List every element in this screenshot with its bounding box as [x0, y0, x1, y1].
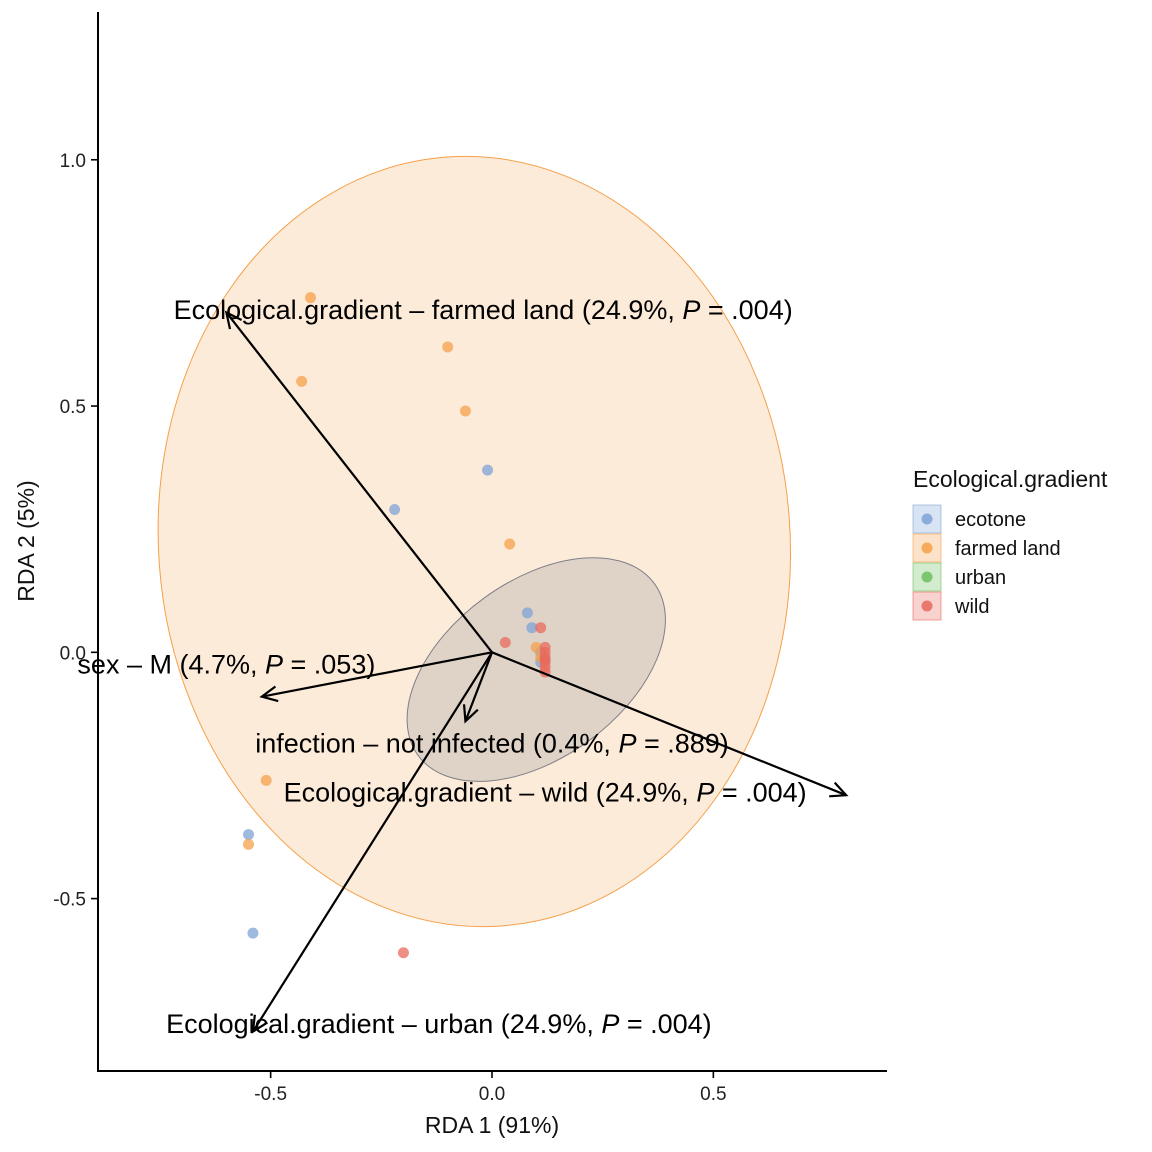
arrow-label: infection – not infected (0.4%, P = .889…: [255, 728, 729, 758]
point-farmed-land: [459, 405, 471, 417]
legend-swatch-point: [921, 571, 933, 583]
point-farmed-land: [243, 838, 255, 850]
arrow-line: [225, 311, 493, 654]
point-farmed-land: [530, 641, 542, 653]
arrow-line: [252, 651, 493, 1033]
y-axis-title: RDA 2 (5%): [13, 480, 39, 601]
ellipse-farmed-land: [157, 155, 791, 928]
y-tick-label: 1.0: [60, 151, 86, 172]
x-tick-label: 0.0: [479, 1084, 505, 1105]
point-wild: [535, 622, 547, 634]
sample-points: [243, 292, 551, 959]
legend-title: Ecological.gradient: [913, 466, 1108, 492]
arrow-label: Ecological.gradient – urban (24.9%, P = …: [166, 1009, 712, 1039]
legend-swatch-point: [921, 600, 933, 612]
y-tick-label: 0.0: [60, 643, 86, 664]
point-wild: [397, 947, 409, 959]
legend-label: urban: [955, 567, 1006, 589]
point-farmed-land: [296, 375, 308, 387]
point-farmed-land: [260, 774, 272, 786]
point-farmed-land: [442, 341, 454, 353]
point-farmed-land: [504, 538, 516, 550]
x-tick-label: 0.5: [700, 1084, 726, 1105]
legend-label: wild: [954, 596, 989, 618]
arrow-head: [251, 1014, 268, 1034]
y-tick-label: -0.5: [53, 890, 86, 911]
point-farmed-land: [304, 292, 316, 304]
y-tick-label: 0.5: [60, 397, 86, 418]
arrow-label: sex – M (4.7%, P = .053): [77, 650, 375, 680]
legend-swatch-point: [921, 513, 933, 525]
arrow-label: Ecological.gradient – wild (24.9%, P = .…: [284, 778, 807, 808]
x-tick-label: -0.5: [254, 1084, 287, 1105]
point-wild: [499, 636, 511, 648]
legend-key-urban: [912, 562, 942, 592]
confidence-ellipses: [157, 155, 791, 928]
x-axis-title: RDA 1 (91%): [425, 1112, 559, 1138]
arrow-line: [464, 651, 494, 722]
point-ecotone: [521, 607, 533, 619]
arrow-head: [829, 781, 849, 798]
point-ecotone: [482, 464, 494, 476]
arrow-head: [259, 685, 279, 703]
legend: Ecological.gradient ecotone farmed land ur…: [912, 466, 1108, 621]
legend-label: farmed land: [955, 538, 1061, 560]
point-ecotone: [247, 927, 259, 939]
legend-label: ecotone: [955, 509, 1026, 531]
arrow-head: [224, 310, 243, 330]
biplot-arrows: Ecological.gradient – farmed land (24.9%…: [77, 295, 849, 1039]
arrow-line: [491, 651, 847, 797]
point-ecotone: [389, 503, 401, 515]
point-ecotone: [243, 829, 255, 841]
axis-ticks: -0.5 0.0 0.5 -0.5 0.0 0.5 1.0: [53, 151, 726, 1105]
arrow-label: Ecological.gradient – farmed land (24.9%…: [174, 295, 793, 325]
arrow-line: [261, 651, 493, 698]
arrow-head: [462, 704, 479, 724]
point-ecotone: [526, 622, 538, 634]
legend-swatch-point: [921, 542, 933, 554]
